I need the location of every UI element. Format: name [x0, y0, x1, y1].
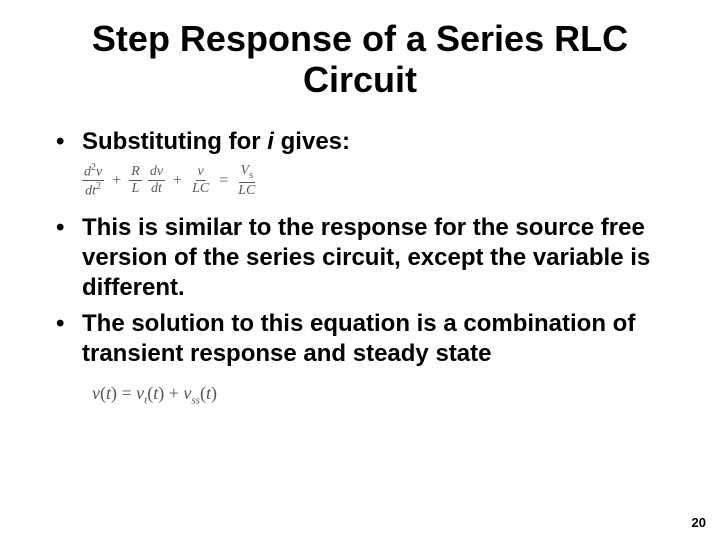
- bullet-1-var: i: [267, 128, 274, 155]
- bullet-2: This is similar to the response for the …: [56, 213, 672, 303]
- slide-title: Step Response of a Series RLC Circuit: [48, 18, 672, 101]
- term-d2v-dt2: d2v dt2: [82, 163, 104, 199]
- solution-equation: v(t) = vt(t) + vss(t): [92, 383, 672, 407]
- bullet-3: The solution to this equation is a combi…: [56, 309, 672, 369]
- term-R-L: R L: [129, 165, 142, 196]
- differential-equation: d2v dt2 + R L dv dt + v LC = Vs LC: [82, 163, 672, 199]
- bullet-1-post: gives:: [274, 128, 350, 155]
- bullet-1: Substituting for i gives:: [56, 127, 672, 157]
- term-Vs-LC: Vs LC: [236, 164, 257, 198]
- slide-container: Step Response of a Series RLC Circuit Su…: [0, 0, 720, 540]
- equals: =: [217, 172, 230, 190]
- term-v-LC: v LC: [190, 165, 211, 196]
- bullet-1-pre: Substituting for: [82, 128, 267, 155]
- plus-1: +: [110, 172, 123, 190]
- bullet-list-2: This is similar to the response for the …: [48, 213, 672, 369]
- bullet-list: Substituting for i gives:: [48, 127, 672, 157]
- plus-2: +: [171, 172, 184, 190]
- page-number: 20: [692, 515, 706, 530]
- term-dv-dt: dv dt: [148, 165, 165, 196]
